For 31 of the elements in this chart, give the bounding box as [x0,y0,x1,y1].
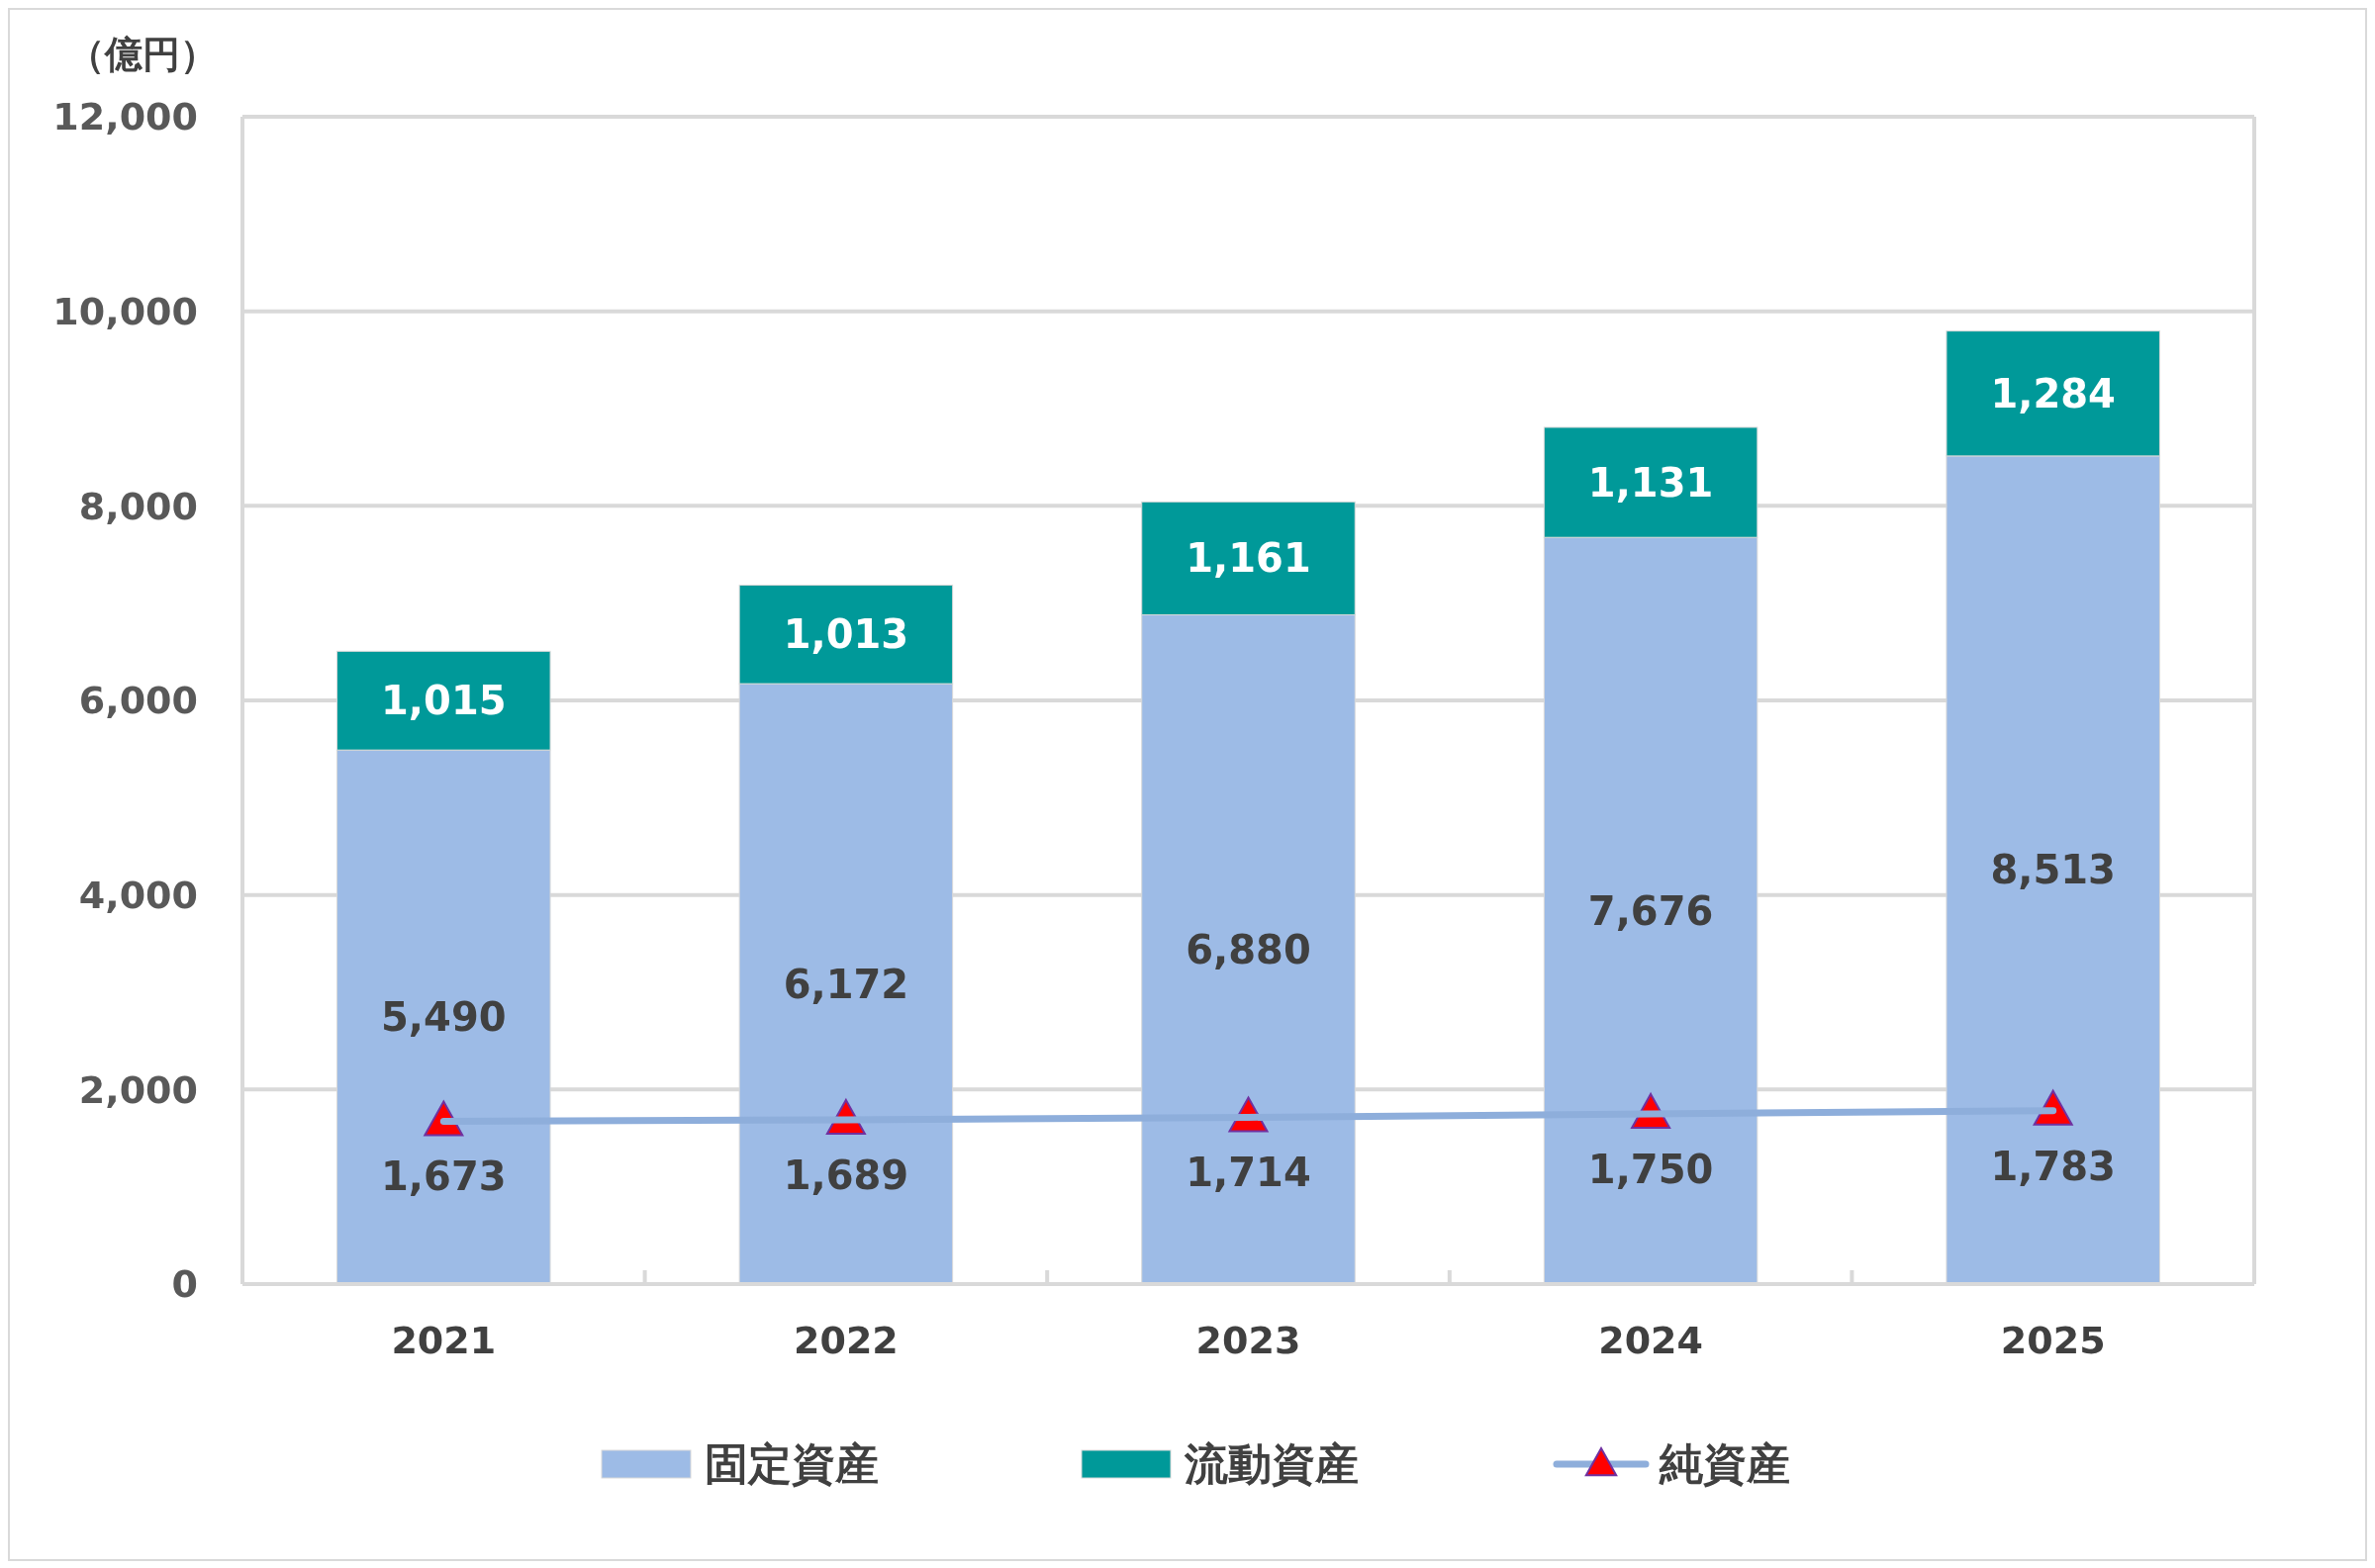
data-label: 1,015 [381,678,507,724]
data-label: 1,689 [783,1152,909,1198]
data-label: 1,131 [1587,459,1714,506]
y-axis-title: （億円） [67,33,218,76]
y-tick-label: 4,000 [78,873,198,917]
x-tick-label: 2023 [1195,1319,1301,1362]
x-tick-label: 2021 [391,1319,497,1362]
data-label: 7,676 [1587,887,1714,934]
legend-label: 固定資産 [705,1438,879,1490]
data-label: 1,783 [1990,1143,2116,1189]
y-tick-label: 0 [171,1262,198,1307]
data-label: 5,490 [381,994,507,1041]
legend-label: 流動資産 [1184,1438,1359,1490]
y-tick-label: 8,000 [78,484,198,528]
data-label: 6,172 [783,961,909,1007]
y-tick-label: 6,000 [78,679,198,723]
data-label: 8,513 [1990,847,2116,893]
data-label: 1,673 [381,1153,507,1200]
x-tick-label: 2025 [2000,1319,2106,1362]
y-tick-label: 12,000 [52,95,198,139]
data-label: 1,750 [1587,1146,1714,1192]
data-label: 1,714 [1186,1150,1311,1196]
data-label: 1,284 [1990,370,2116,416]
data-label: 1,013 [783,611,909,658]
x-tick-label: 2024 [1598,1319,1703,1362]
legend-label: 純資産 [1659,1438,1790,1490]
data-label: 1,161 [1186,535,1311,582]
y-tick-label: 10,000 [52,289,198,333]
x-tick-label: 2022 [794,1319,899,1362]
y-tick-label: 2,000 [78,1067,198,1112]
data-label: 6,880 [1186,926,1311,972]
